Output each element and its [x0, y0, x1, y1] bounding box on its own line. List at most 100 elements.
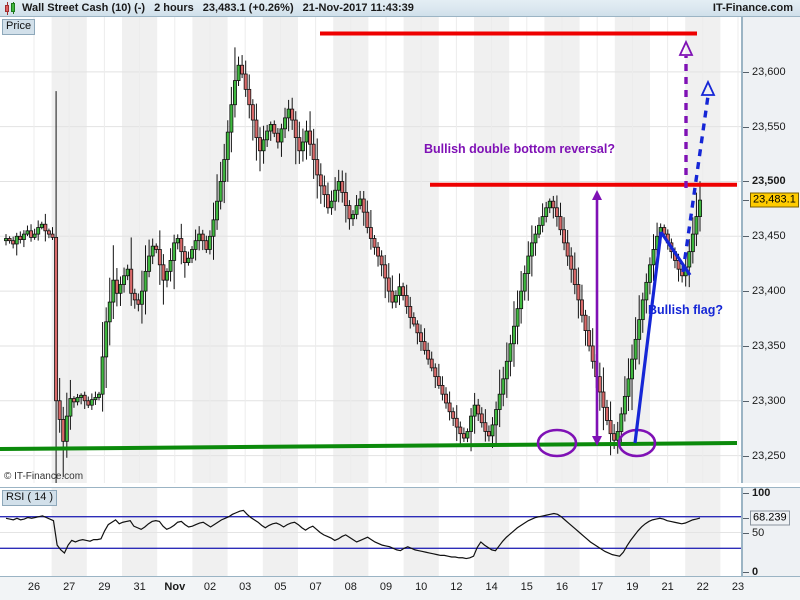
candle-body: [419, 332, 423, 342]
window-titlebar: Wall Street Cash (10) (-) 2 hours 23,483.1…: [0, 0, 800, 17]
candle-body: [304, 130, 309, 143]
candle-body: [519, 290, 524, 310]
support-line[interactable]: [0, 441, 738, 451]
time-axis-label: 29: [98, 581, 111, 593]
candle-body: [25, 230, 30, 235]
rsi-panel-label[interactable]: RSI ( 14 ): [2, 490, 58, 506]
candle-body: [415, 323, 420, 334]
candle-body: [547, 200, 552, 209]
candle-body: [86, 400, 91, 406]
time-axis-label: 12: [450, 581, 463, 593]
candle-body: [469, 415, 474, 432]
candle-body: [61, 419, 66, 442]
candle-body: [390, 290, 395, 303]
candle-body: [190, 249, 194, 259]
candle-body: [612, 433, 617, 441]
annotation-double-bottom[interactable]: Bullish double bottom reversal?: [424, 142, 615, 156]
candle-body: [451, 411, 456, 419]
bottom-circle-1[interactable]: [536, 428, 578, 458]
candle-body: [136, 299, 141, 305]
candle-body: [165, 270, 169, 281]
candle-body: [619, 413, 624, 432]
candle-body: [7, 238, 12, 242]
candle-body: [311, 143, 316, 160]
candle-body: [365, 211, 370, 228]
candle-body: [651, 249, 656, 266]
candle-body: [254, 119, 259, 139]
candle-body: [497, 393, 502, 410]
price-axis[interactable]: 23,600 23,550 23,500 23,450 23,400 23,350 23,3…: [742, 17, 800, 483]
candle-body: [215, 200, 220, 221]
titlebar-info: Wall Street Cash (10) (-) 2 hours 23,483.1…: [22, 2, 414, 14]
candle-body: [89, 399, 94, 406]
candle-body: [236, 64, 241, 81]
time-axis-label: 15: [520, 581, 533, 593]
candle-body: [286, 108, 291, 119]
candle-body: [46, 230, 51, 235]
candle-body: [336, 181, 341, 191]
price-axis-tick: [743, 126, 749, 128]
price-axis-label: 23,550: [752, 120, 786, 133]
candle-body: [283, 117, 287, 130]
candle-body: [640, 299, 645, 321]
candle-body: [4, 238, 8, 242]
candle-body: [175, 238, 180, 244]
time-axis-label: 14: [485, 581, 498, 593]
candle-body: [168, 260, 173, 272]
candle-body: [533, 233, 538, 244]
projection-arrow-blue[interactable]: [681, 95, 710, 273]
measure-arrow-head-up: [592, 190, 602, 200]
candlestick-series: [4, 47, 702, 483]
rsi-current-flag: 68.239: [750, 510, 790, 526]
candle-body: [147, 255, 152, 272]
last-price-label: 23,483.1 (+0.26%): [202, 2, 294, 14]
candle-body: [551, 200, 556, 209]
candle-body: [265, 130, 270, 141]
candle-body: [250, 104, 255, 121]
candle-body: [172, 242, 177, 261]
rsi-axis-label: 100: [752, 487, 771, 499]
candle-body: [297, 137, 302, 152]
time-axis-label: 27: [63, 581, 76, 593]
rsi-axis-tick: [743, 493, 749, 494]
candle-body: [351, 213, 355, 220]
candle-body: [565, 242, 570, 257]
price-chart-panel[interactable]: Price © IT-Finance.com: [0, 17, 742, 483]
candle-body: [633, 338, 638, 360]
candle-body: [447, 402, 452, 413]
time-axis-label: 17: [591, 581, 604, 593]
candle-body: [29, 230, 33, 238]
candle-body: [125, 268, 130, 277]
rsi-line: [5, 509, 701, 560]
candle-body: [404, 295, 409, 307]
flag-pole-line[interactable]: [633, 231, 663, 444]
rsi-axis[interactable]: 100 50 0 68.239: [742, 487, 800, 578]
price-axis-label: 23,450: [752, 230, 786, 243]
candle-body: [193, 240, 198, 250]
price-axis-tick: [743, 455, 749, 457]
candle-body: [483, 422, 488, 432]
candle-body: [576, 284, 581, 301]
time-axis-label: 16: [555, 581, 569, 593]
candle-body: [458, 426, 463, 435]
candle-body: [14, 235, 19, 245]
candle-body: [529, 242, 534, 257]
candlestick-icon: [4, 1, 18, 15]
candle-body: [107, 301, 112, 323]
annotation-bullish-flag[interactable]: Bullish flag?: [648, 303, 723, 317]
candle-body: [97, 393, 101, 398]
time-axis[interactable]: 26 27 29 31 Nov 02 03 05 07 08 09 10 12 14 15 16 17 19 21 2…: [0, 576, 800, 600]
candle-body: [118, 284, 123, 294]
price-axis-tick: [743, 345, 749, 347]
candle-body: [615, 431, 620, 441]
candle-body: [444, 393, 448, 404]
rsi-chart-panel[interactable]: RSI ( 14 ): [0, 487, 742, 576]
price-panel-label[interactable]: Price: [2, 19, 36, 35]
candle-body: [157, 249, 162, 266]
candle-body: [232, 80, 237, 106]
price-axis-label: 23,600: [752, 65, 786, 78]
time-axis-label: 31: [133, 581, 146, 593]
candle-body: [347, 205, 352, 220]
timestamp-label: 21-Nov-2017 11:43:39: [302, 2, 414, 14]
candle-body: [279, 128, 284, 143]
